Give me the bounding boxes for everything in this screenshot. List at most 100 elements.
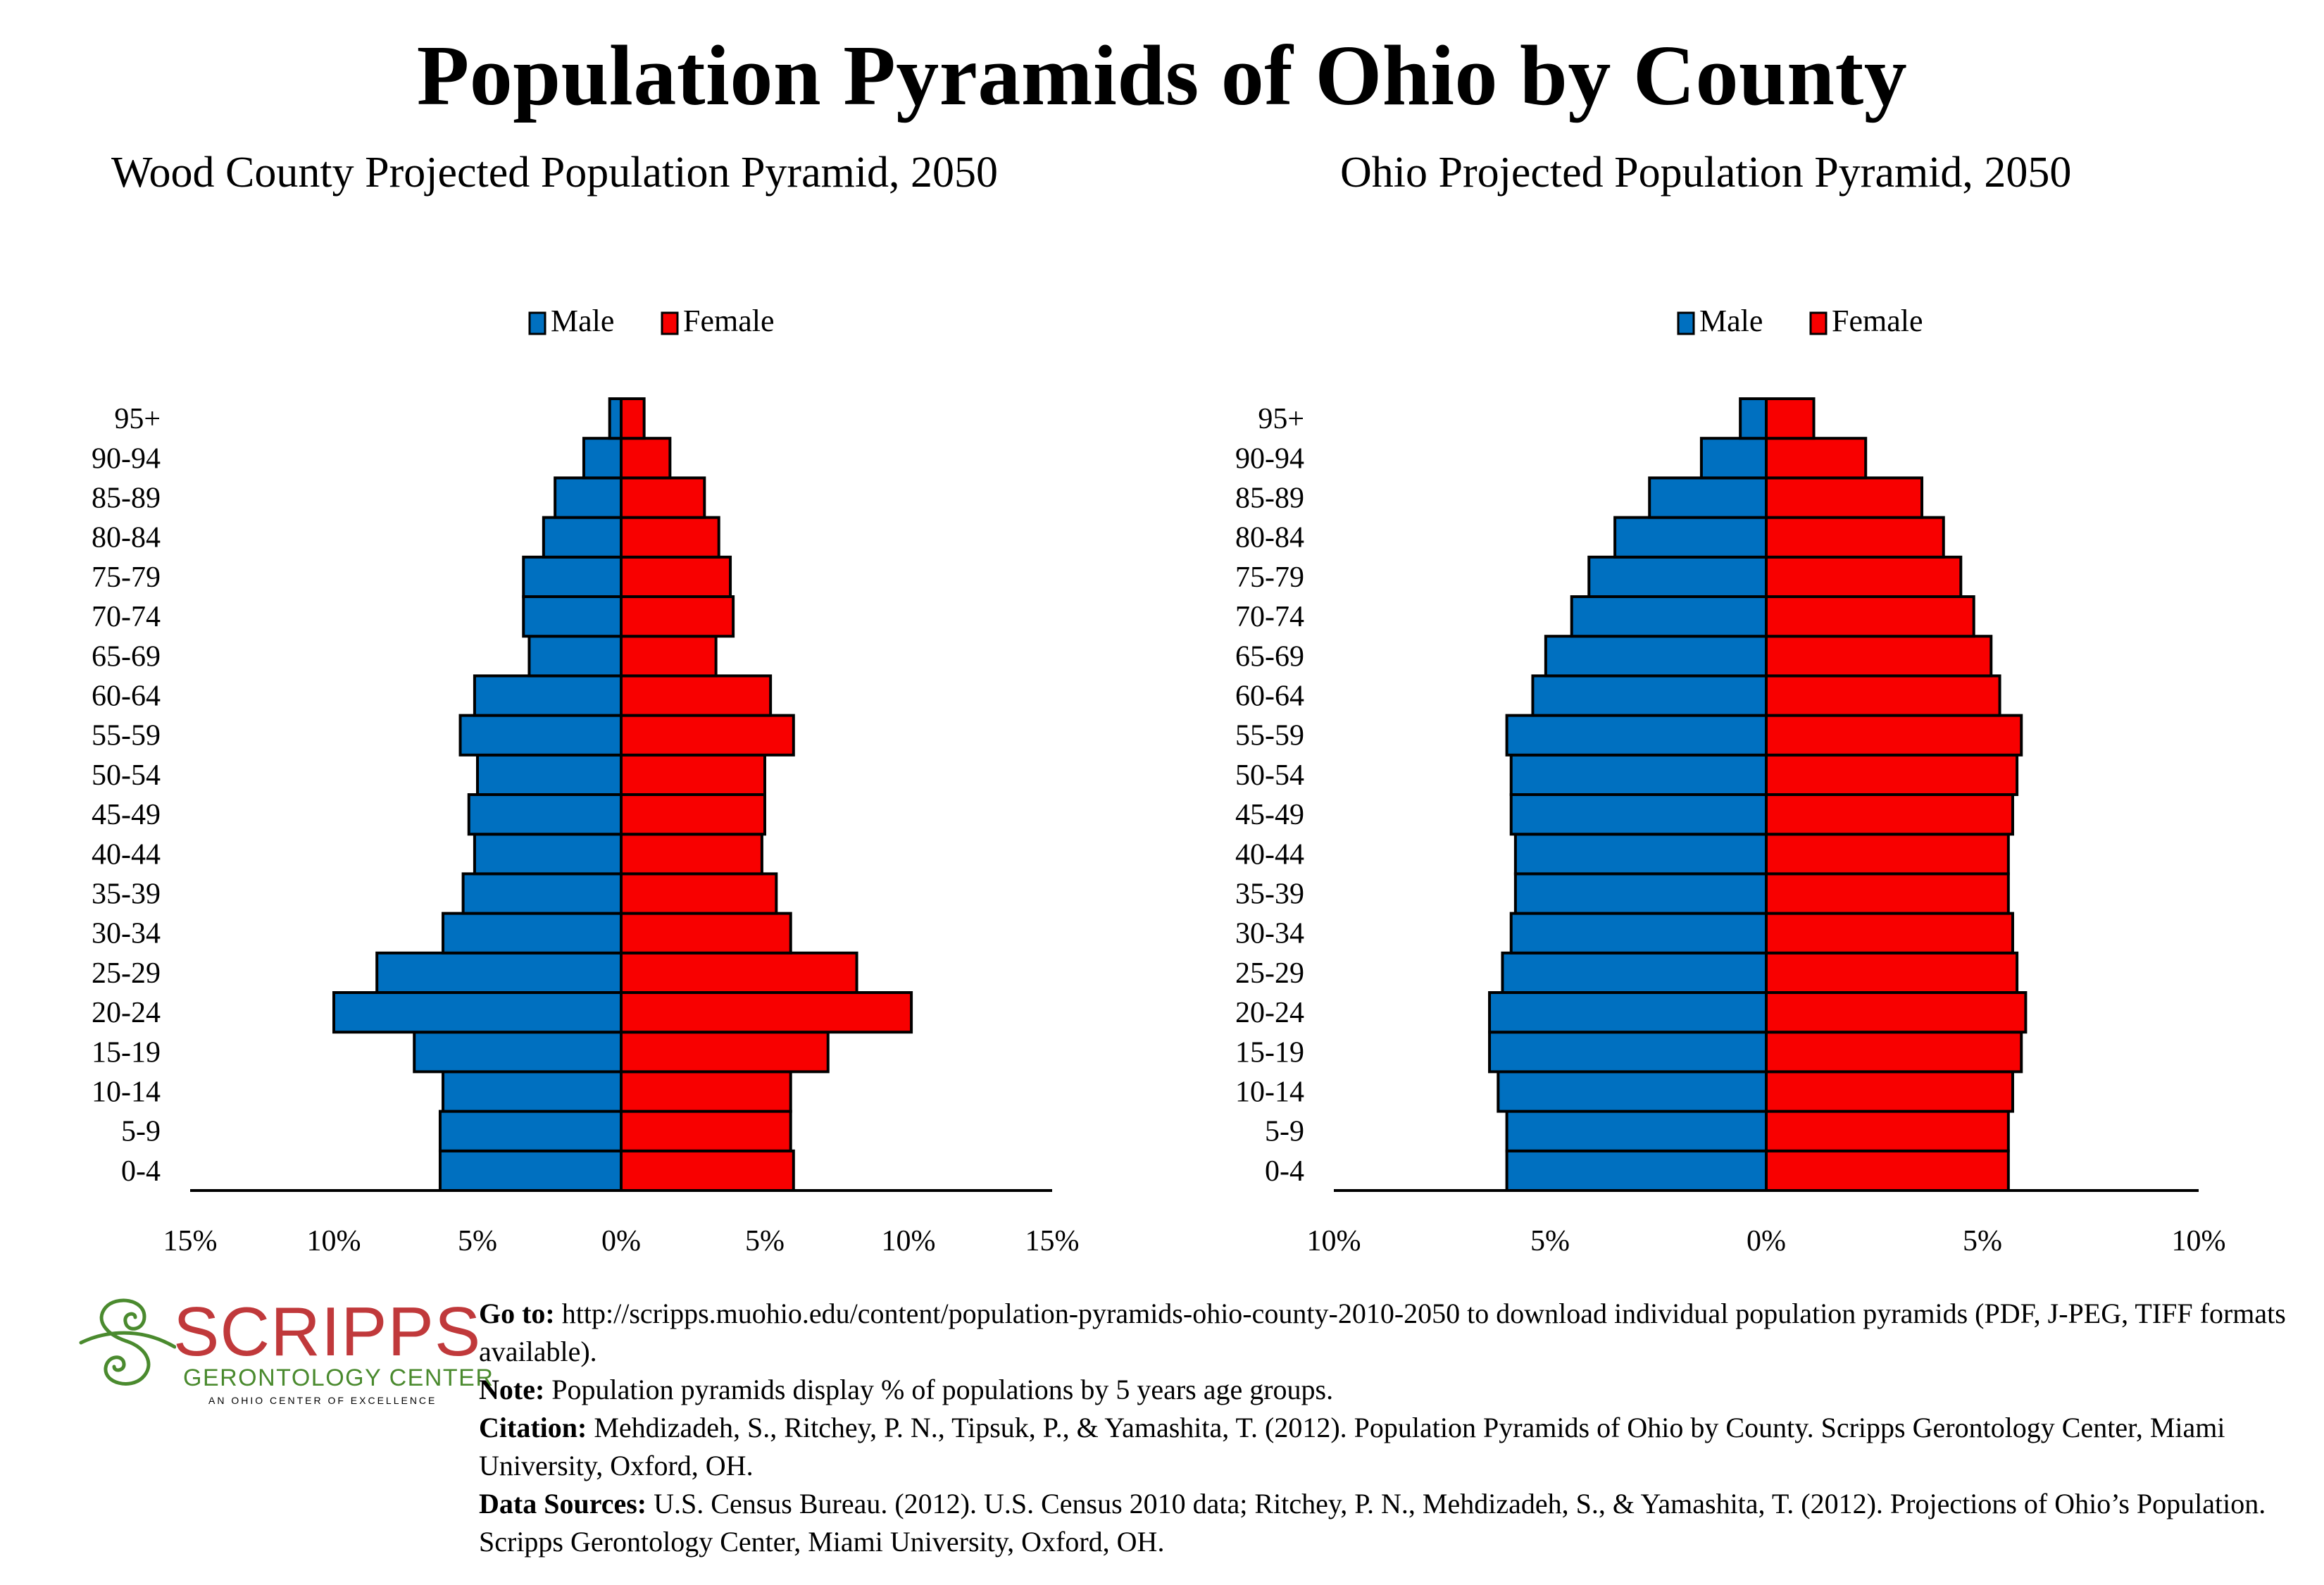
bar-female-70-74 <box>620 595 735 638</box>
scripps-logo: SCRIPPS GERONTOLOGY CENTER AN OHIO CENTE… <box>77 1282 493 1406</box>
ohio-chart-title: Ohio Projected Population Pyramid, 2050 <box>1340 149 2072 197</box>
bar-male-10-14 <box>1497 1070 1768 1113</box>
bar-female-0-4 <box>1765 1149 2010 1193</box>
bar-male-90-94 <box>582 437 623 480</box>
bar-female-80-84 <box>1765 516 1945 559</box>
age-label: 10-14 <box>92 1076 161 1109</box>
logo-subtitle: GERONTOLOGY CENTER <box>183 1365 494 1391</box>
bar-male-75-79 <box>1587 555 1768 598</box>
x-tick-label: 10% <box>2172 1225 2226 1257</box>
bar-male-65-69 <box>1544 635 1768 678</box>
age-label: 35-39 <box>92 878 161 911</box>
x-tick-label: 0% <box>1747 1225 1786 1257</box>
age-label: 0-4 <box>121 1155 161 1188</box>
legend-label-female: Female <box>683 304 775 338</box>
x-tick-label: 10% <box>1307 1225 1361 1257</box>
bar-female-55-59 <box>620 714 795 757</box>
age-label: 80-84 <box>92 522 161 554</box>
goto-text[interactable]: http://scripps.muohio.edu/content/popula… <box>479 1298 2286 1367</box>
note-line: Note: Population pyramids display % of p… <box>479 1371 2317 1409</box>
goto-label: Go to: <box>479 1298 555 1329</box>
age-label: 15-19 <box>1235 1036 1304 1069</box>
age-label: 20-24 <box>1235 997 1304 1029</box>
age-label: 15-19 <box>92 1036 161 1069</box>
x-tick-label: 15% <box>163 1225 218 1257</box>
x-tick-label: 10% <box>307 1225 361 1257</box>
bar-male-30-34 <box>1509 912 1768 955</box>
age-label: 40-44 <box>1235 838 1304 871</box>
ohio-pyramid-chart: 0-4 5-9 10-14 15-19 20-24 25-29 30-34 35-39 40-4… <box>1235 304 2226 1257</box>
legend-swatch-male <box>528 311 546 335</box>
age-label: 20-24 <box>92 997 161 1029</box>
bar-female-90-94 <box>620 437 672 480</box>
age-label: 85-89 <box>1235 483 1304 515</box>
bar-male-90-94 <box>1699 437 1768 480</box>
age-label: 30-34 <box>1235 918 1304 950</box>
bar-male-40-44 <box>473 833 623 876</box>
wood-county-chart-title: Wood County Projected Population Pyramid… <box>111 149 999 197</box>
age-label: 0-4 <box>1265 1155 1304 1188</box>
bar-male-10-14 <box>442 1070 623 1113</box>
age-label: 75-79 <box>1235 561 1304 594</box>
bar-female-85-89 <box>1765 476 1924 519</box>
logo-wordmark: SCRIPPS <box>173 1293 482 1370</box>
citation-line: Citation: Mehdizadeh, S., Ritchey, P. N.… <box>479 1409 2317 1485</box>
age-label: 80-84 <box>1235 522 1304 554</box>
bar-female-45-49 <box>1765 793 2014 836</box>
citation-label: Citation: <box>479 1412 587 1443</box>
bar-female-50-54 <box>1765 753 2019 797</box>
x-tick-label: 5% <box>1530 1225 1570 1257</box>
age-label: 60-64 <box>1235 680 1304 713</box>
age-label: 50-54 <box>1235 759 1304 792</box>
age-label: 60-64 <box>92 680 161 713</box>
bar-male-70-74 <box>522 595 623 638</box>
legend: Male Female <box>528 304 775 338</box>
bar-male-20-24 <box>1488 991 1768 1034</box>
bar-female-30-34 <box>1765 912 2014 955</box>
age-label: 25-29 <box>1235 957 1304 990</box>
bar-male-5-9 <box>1505 1110 1768 1152</box>
citation-text: Mehdizadeh, S., Ritchey, P. N., Tipsuk, … <box>479 1412 2225 1481</box>
age-label: 75-79 <box>92 561 161 594</box>
bar-female-40-44 <box>1765 833 2010 876</box>
bar-female-60-64 <box>1765 674 2001 717</box>
age-label: 65-69 <box>92 640 161 673</box>
wood-county-pyramid-chart: 0-4 5-9 10-14 15-19 20-24 25-29 30-34 35-39 40-4… <box>92 304 1080 1257</box>
bar-female-35-39 <box>1765 872 2010 915</box>
goto-line: Go to: http://scripps.muohio.edu/content… <box>479 1295 2317 1371</box>
age-label: 35-39 <box>1235 878 1304 911</box>
legend-label-female: Female <box>1832 304 1923 338</box>
x-tick-label: 5% <box>1963 1225 2002 1257</box>
bar-female-45-49 <box>620 793 766 836</box>
age-label: 70-74 <box>92 601 161 633</box>
bar-female-25-29 <box>620 951 858 995</box>
age-label: 25-29 <box>92 957 161 990</box>
bar-male-30-34 <box>442 912 623 955</box>
bar-male-15-19 <box>1488 1031 1768 1074</box>
bar-male-95+ <box>1739 397 1768 440</box>
sources-text: U.S. Census Bureau. (2012). U.S. Census … <box>479 1488 2266 1558</box>
legend-swatch-female <box>661 311 679 335</box>
sources-label: Data Sources: <box>479 1488 647 1519</box>
age-label: 40-44 <box>92 838 161 871</box>
bar-male-80-84 <box>1613 516 1768 559</box>
legend-swatch-female <box>1809 311 1828 335</box>
bar-male-50-54 <box>1509 753 1768 797</box>
bar-male-45-49 <box>1509 793 1768 836</box>
scripps-swirl-icon <box>79 1298 176 1386</box>
bar-male-20-24 <box>332 991 623 1034</box>
age-label: 90-94 <box>92 442 161 475</box>
bar-male-60-64 <box>1531 674 1768 717</box>
age-label: 70-74 <box>1235 601 1304 633</box>
bar-female-40-44 <box>620 833 763 876</box>
bar-female-95+ <box>1765 397 1816 440</box>
x-tick-label: 15% <box>1025 1225 1080 1257</box>
bar-female-5-9 <box>1765 1110 2010 1152</box>
bar-female-15-19 <box>1765 1031 2023 1074</box>
age-label: 10-14 <box>1235 1076 1304 1109</box>
legend: Male Female <box>1677 304 1923 338</box>
bar-male-0-4 <box>1505 1149 1768 1193</box>
bar-male-85-89 <box>1648 476 1768 519</box>
age-label: 85-89 <box>92 483 161 515</box>
age-label: 95+ <box>1258 403 1304 435</box>
